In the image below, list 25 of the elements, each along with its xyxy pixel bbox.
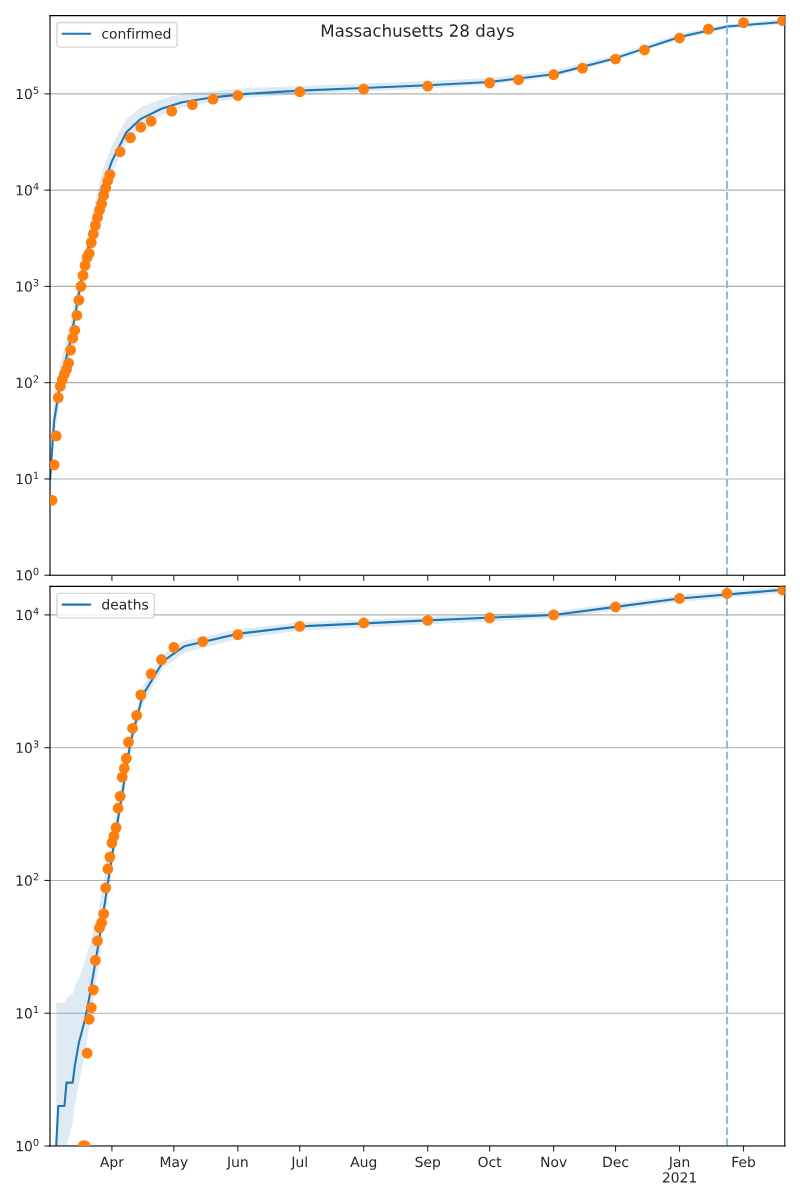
legend-label: confirmed [102, 28, 171, 39]
y-tick-label: 10$^{3}$ [16, 740, 39, 754]
y-tick-label: 10$^{2}$ [16, 375, 39, 389]
x-tick-label: Dec [603, 1156, 629, 1168]
x-tick-label: Aug [350, 1156, 377, 1170]
x-tick-label: May [160, 1156, 188, 1170]
chart-title: Massachusetts 28 days [321, 23, 514, 41]
y-tick-label: 10$^{3}$ [16, 279, 39, 292]
y-tick-label: 10$^{4}$ [16, 182, 39, 196]
y-tick-label: 10$^{1}$ [16, 471, 39, 485]
y-tick-label: 10$^{0}$ [16, 1138, 39, 1152]
x-tick-label: Jul [290, 1156, 307, 1170]
x-tick-label: Jan 2021 [662, 1156, 696, 1183]
x-tick-label: Apr [100, 1156, 124, 1170]
y-tick-label: 10$^{5}$ [16, 86, 39, 100]
x-tick-label: Sep [415, 1156, 441, 1170]
y-tick-label: 10$^{4}$ [16, 607, 39, 621]
y-tick-label: 10$^{1}$ [16, 1006, 39, 1019]
x-tick-label: Feb [732, 1156, 756, 1168]
x-tick-label: Jun [226, 1156, 248, 1170]
x-tick-label: Nov [541, 1156, 567, 1168]
y-tick-label: 10$^{0}$ [16, 567, 39, 581]
x-tick-label: Oct [478, 1156, 502, 1168]
y-tick-label: 10$^{2}$ [16, 873, 39, 886]
legend-label: deaths [102, 598, 149, 610]
